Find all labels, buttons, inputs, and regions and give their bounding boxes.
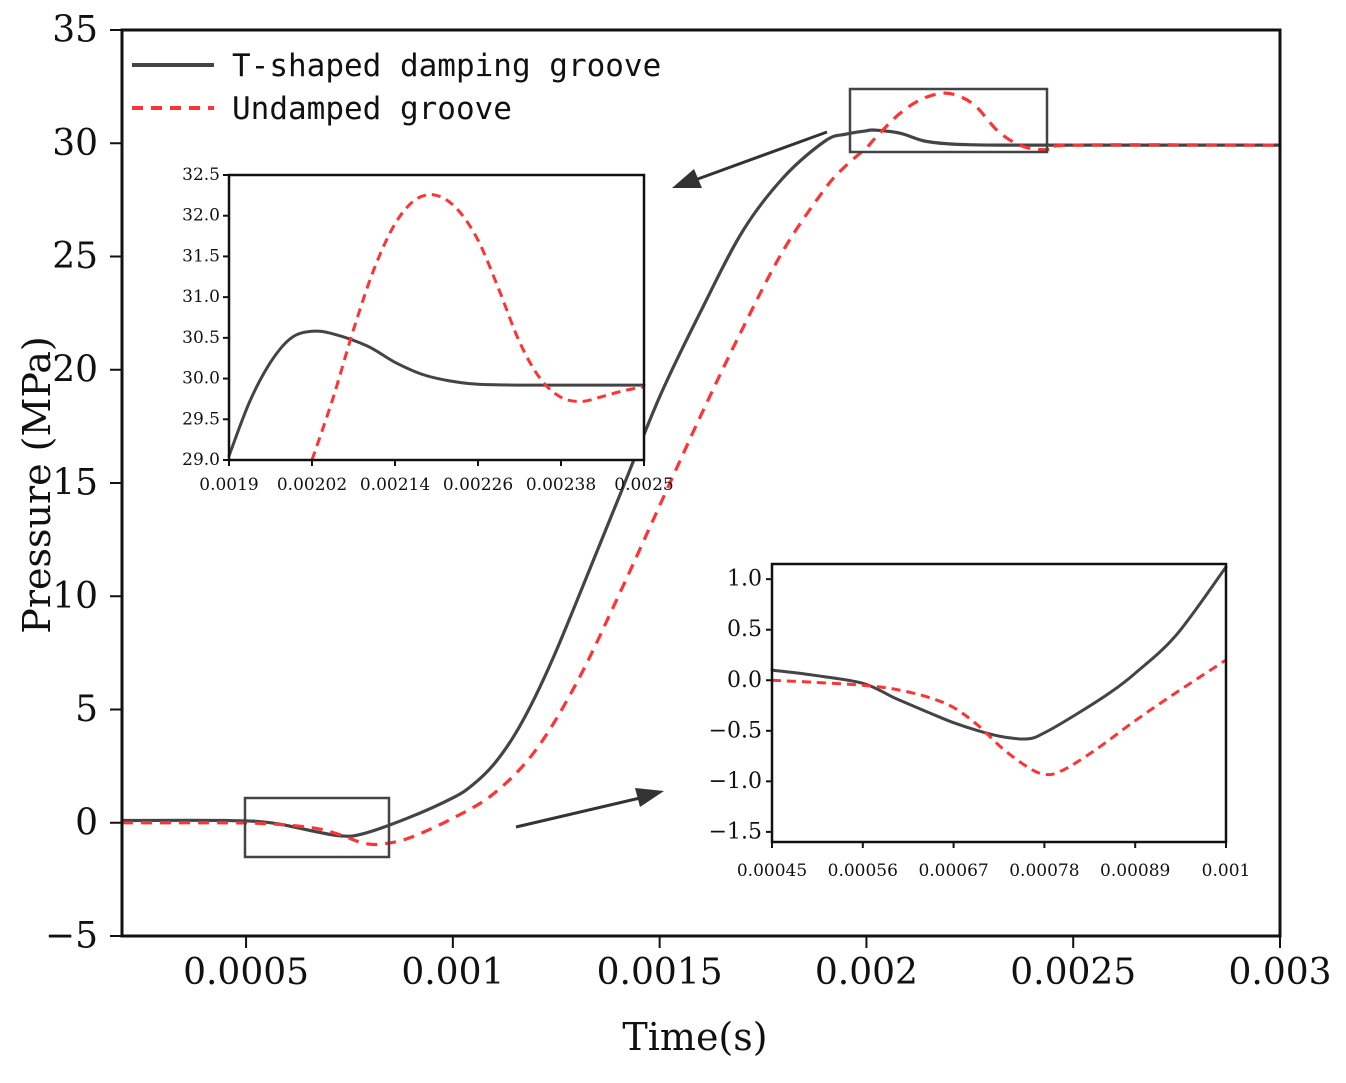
zoom-arrow-bottom-shaft xyxy=(515,796,641,829)
inset-top-ticks-layer: 0.0019 0.00202 0.00214 0.00226 0.00238 0.0025… xyxy=(182,165,674,495)
inset-top-x-tick-label: 0.0019 xyxy=(199,475,258,495)
inset-top-y-tick-label: 29.0 xyxy=(182,450,220,470)
inset-bottom-series-undamped-line xyxy=(771,658,1227,777)
inset-top-y-tick-label: 32.0 xyxy=(182,206,220,226)
inset-top-background xyxy=(229,175,644,460)
main-y-tick-label: −5 xyxy=(45,916,98,957)
inset-bottom-x-tick-label: 0.00056 xyxy=(828,861,898,881)
legend-label-t-shaped: T-shaped damping groove xyxy=(232,48,661,84)
zoom-markers xyxy=(243,87,1049,859)
main-y-tick-label: 20 xyxy=(52,349,98,390)
zoom-box-bottom xyxy=(243,796,391,859)
main-series-undamped-line xyxy=(121,91,1281,847)
inset-top-y-tick-label: 30.0 xyxy=(182,369,220,389)
main-series-layer xyxy=(120,91,1282,847)
zoom-arrow-top-shaft xyxy=(694,130,828,182)
main-x-tick-label: 0.0025 xyxy=(1010,952,1136,993)
inset-bottom-y-tick-label: −1.5 xyxy=(709,819,762,844)
inset-bottom-x-tick-label: 0.001 xyxy=(1202,861,1251,881)
inset-top-x-tick-label: 0.00238 xyxy=(526,475,596,495)
legend: T-shaped damping groove Undamped groove xyxy=(132,48,661,127)
main-y-tick-label: 5 xyxy=(75,689,98,730)
inset-top-y-tick-label: 29.5 xyxy=(182,409,220,429)
inset-bottom-x-tick-label: 0.00045 xyxy=(737,861,807,881)
inset-top-y-tick-label: 30.5 xyxy=(182,328,220,348)
main-ticks-layer: 0.0005 0.001 0.0015 0.002 0.0025 0.003 −5 0 5 10 1… xyxy=(45,10,1332,994)
main-plot: 0.0005 0.001 0.0015 0.002 0.0025 0.003 −5 0 5 10 1… xyxy=(15,10,1332,1060)
inset-top-plot: 0.0019 0.00202 0.00214 0.00226 0.00238 0.0025… xyxy=(182,165,674,495)
y-axis-label: Pressure (MPa) xyxy=(15,336,59,634)
zoom-box-top xyxy=(848,87,1049,154)
x-axis-label: Time(s) xyxy=(622,1015,767,1059)
inset-top-frame xyxy=(227,173,646,462)
inset-bottom-y-tick-label: −0.5 xyxy=(709,718,762,743)
inset-top-series-t-shaped-line xyxy=(227,329,646,458)
inset-top-y-tick-label: 31.0 xyxy=(182,287,220,307)
main-y-tick-label: 25 xyxy=(52,236,98,277)
main-y-tick-label: 15 xyxy=(52,463,98,504)
zoom-arrow-top-head xyxy=(672,169,702,188)
main-x-tick-label: 0.001 xyxy=(401,952,504,993)
inset-bottom-background xyxy=(772,564,1226,842)
main-x-tick-label: 0.002 xyxy=(815,952,918,993)
main-y-tick-label: 10 xyxy=(52,576,98,617)
inset-bottom-plot: 0.00045 0.00056 0.00067 0.00078 0.00089 0.001… xyxy=(709,562,1251,881)
inset-top-x-tick-label: 0.00202 xyxy=(277,475,347,495)
legend-label-undamped: Undamped groove xyxy=(232,91,512,127)
inset-bottom-series-layer xyxy=(770,565,1228,777)
main-y-tick-label: 35 xyxy=(52,10,98,51)
inset-bottom-series-t-shaped-line xyxy=(770,565,1228,741)
zoom-arrow-bottom-head xyxy=(635,788,664,807)
inset-bottom-y-tick-label: 0.5 xyxy=(727,617,762,642)
inset-bottom-y-tick-label: 0.0 xyxy=(727,668,762,693)
inset-top-y-tick-label: 31.5 xyxy=(182,246,220,266)
inset-top-x-tick-label: 0.00226 xyxy=(443,475,513,495)
inset-bottom-y-tick-label: −1.0 xyxy=(709,769,762,794)
inset-bottom-x-tick-label: 0.00067 xyxy=(918,861,988,881)
inset-bottom-x-tick-label: 0.00089 xyxy=(1100,861,1170,881)
main-x-tick-label: 0.0015 xyxy=(597,952,723,993)
inset-bottom-x-tick-label: 0.00078 xyxy=(1009,861,1079,881)
inset-top-series-undamped-line xyxy=(310,193,645,461)
inset-bottom-frame xyxy=(770,562,1228,844)
inset-top-y-tick-label: 32.5 xyxy=(182,165,220,185)
inset-bottom-y-tick-label: 1.0 xyxy=(727,567,762,592)
main-y-tick-label: 0 xyxy=(75,802,98,843)
inset-bottom-ticks-layer: 0.00045 0.00056 0.00067 0.00078 0.00089 0.001… xyxy=(709,567,1251,881)
inset-top-x-tick-label: 0.00214 xyxy=(360,475,430,495)
inset-top-series-layer xyxy=(227,193,646,461)
main-x-tick-label: 0.0005 xyxy=(183,952,309,993)
inset-top-x-tick-label: 0.0025 xyxy=(614,475,673,495)
main-y-tick-label: 30 xyxy=(52,123,98,164)
main-series-t-shaped-line xyxy=(120,128,1282,838)
main-x-tick-label: 0.003 xyxy=(1228,952,1331,993)
